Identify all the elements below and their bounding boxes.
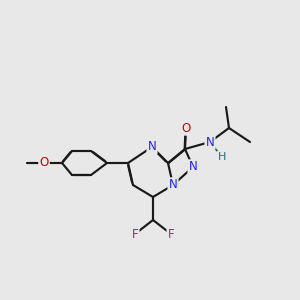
- Text: O: O: [182, 122, 190, 134]
- Text: N: N: [169, 178, 177, 191]
- Text: N: N: [148, 140, 156, 154]
- Text: F: F: [168, 227, 174, 241]
- Text: F: F: [132, 227, 138, 241]
- Text: H: H: [218, 152, 226, 162]
- Text: N: N: [206, 136, 214, 148]
- Text: O: O: [39, 157, 49, 169]
- Text: N: N: [189, 160, 197, 173]
